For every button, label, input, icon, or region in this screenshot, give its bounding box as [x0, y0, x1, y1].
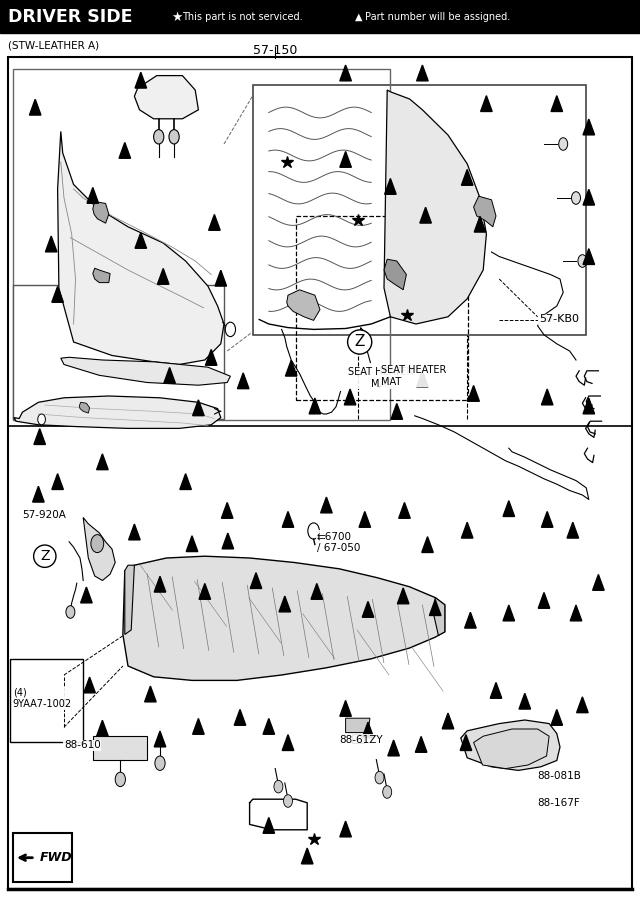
Polygon shape — [321, 497, 332, 513]
Polygon shape — [346, 718, 370, 733]
Polygon shape — [538, 592, 550, 608]
Polygon shape — [180, 473, 191, 490]
Polygon shape — [309, 398, 321, 414]
Bar — [296, 216, 468, 400]
Circle shape — [375, 771, 384, 784]
Polygon shape — [301, 848, 313, 864]
Polygon shape — [52, 286, 63, 302]
Polygon shape — [474, 216, 486, 232]
Polygon shape — [145, 686, 156, 702]
Polygon shape — [45, 236, 57, 252]
Polygon shape — [83, 518, 115, 580]
Polygon shape — [541, 389, 553, 405]
Polygon shape — [593, 574, 604, 590]
Polygon shape — [157, 268, 169, 284]
Polygon shape — [205, 349, 217, 365]
Polygon shape — [34, 428, 45, 445]
Circle shape — [559, 138, 568, 150]
Polygon shape — [340, 151, 351, 167]
Circle shape — [383, 786, 392, 798]
Polygon shape — [468, 385, 479, 401]
Text: 88-61ZY: 88-61ZY — [339, 734, 383, 745]
Polygon shape — [583, 248, 595, 265]
Polygon shape — [87, 187, 99, 203]
Polygon shape — [311, 583, 323, 599]
Polygon shape — [237, 373, 249, 389]
Polygon shape — [79, 402, 90, 413]
Polygon shape — [221, 502, 233, 518]
Polygon shape — [340, 700, 351, 716]
Polygon shape — [81, 587, 92, 603]
Text: ★: ★ — [172, 11, 183, 23]
Polygon shape — [193, 718, 204, 734]
Polygon shape — [340, 65, 351, 81]
Text: ▲: ▲ — [355, 12, 363, 22]
Polygon shape — [551, 95, 563, 112]
Bar — [13, 285, 224, 418]
Polygon shape — [135, 72, 147, 88]
Polygon shape — [33, 486, 44, 502]
Bar — [0, 0, 640, 33]
Bar — [253, 85, 586, 335]
Polygon shape — [417, 65, 428, 81]
Polygon shape — [97, 454, 108, 470]
Polygon shape — [385, 178, 396, 194]
Polygon shape — [391, 403, 403, 419]
Text: Z: Z — [355, 335, 365, 349]
Polygon shape — [282, 511, 294, 527]
Circle shape — [284, 795, 292, 807]
Text: Z: Z — [40, 549, 49, 563]
Circle shape — [308, 523, 319, 539]
Polygon shape — [199, 583, 211, 599]
Polygon shape — [583, 398, 595, 414]
Polygon shape — [123, 556, 445, 680]
Polygon shape — [397, 588, 409, 604]
Polygon shape — [465, 612, 476, 628]
Text: SEAT HEATER
MAT: SEAT HEATER MAT — [348, 367, 413, 389]
Polygon shape — [460, 734, 472, 751]
Polygon shape — [362, 601, 374, 617]
Polygon shape — [154, 576, 166, 592]
Text: 88-081B: 88-081B — [538, 770, 582, 781]
Polygon shape — [352, 734, 364, 743]
Polygon shape — [399, 502, 410, 518]
Polygon shape — [287, 290, 320, 320]
Polygon shape — [282, 734, 294, 751]
Polygon shape — [461, 522, 473, 538]
Polygon shape — [503, 500, 515, 517]
Polygon shape — [541, 511, 553, 527]
Text: DRIVER SIDE: DRIVER SIDE — [8, 8, 132, 26]
Polygon shape — [135, 232, 147, 248]
Polygon shape — [362, 722, 374, 738]
Text: 57-920A: 57-920A — [22, 509, 67, 520]
Polygon shape — [429, 599, 441, 616]
Polygon shape — [209, 214, 220, 230]
Polygon shape — [461, 169, 473, 185]
Polygon shape — [384, 90, 486, 324]
Circle shape — [154, 130, 164, 144]
Polygon shape — [154, 731, 166, 747]
Polygon shape — [58, 131, 224, 364]
Polygon shape — [344, 389, 356, 405]
Polygon shape — [422, 536, 433, 553]
Polygon shape — [583, 119, 595, 135]
Circle shape — [66, 606, 75, 618]
Text: (4)
9YAA7-1002: (4) 9YAA7-1002 — [13, 688, 72, 709]
Polygon shape — [415, 736, 427, 752]
Polygon shape — [97, 720, 108, 736]
Polygon shape — [461, 720, 560, 770]
Polygon shape — [417, 371, 428, 387]
Polygon shape — [234, 709, 246, 725]
Polygon shape — [285, 360, 297, 376]
Circle shape — [274, 780, 283, 793]
Polygon shape — [503, 605, 515, 621]
Polygon shape — [93, 202, 109, 223]
Polygon shape — [93, 268, 110, 283]
Circle shape — [115, 772, 125, 787]
Circle shape — [169, 130, 179, 144]
Text: ⇇6700
/ 67-050: ⇇6700 / 67-050 — [317, 531, 360, 553]
Polygon shape — [222, 533, 234, 549]
Polygon shape — [567, 522, 579, 538]
Polygon shape — [93, 736, 147, 760]
Polygon shape — [263, 817, 275, 833]
